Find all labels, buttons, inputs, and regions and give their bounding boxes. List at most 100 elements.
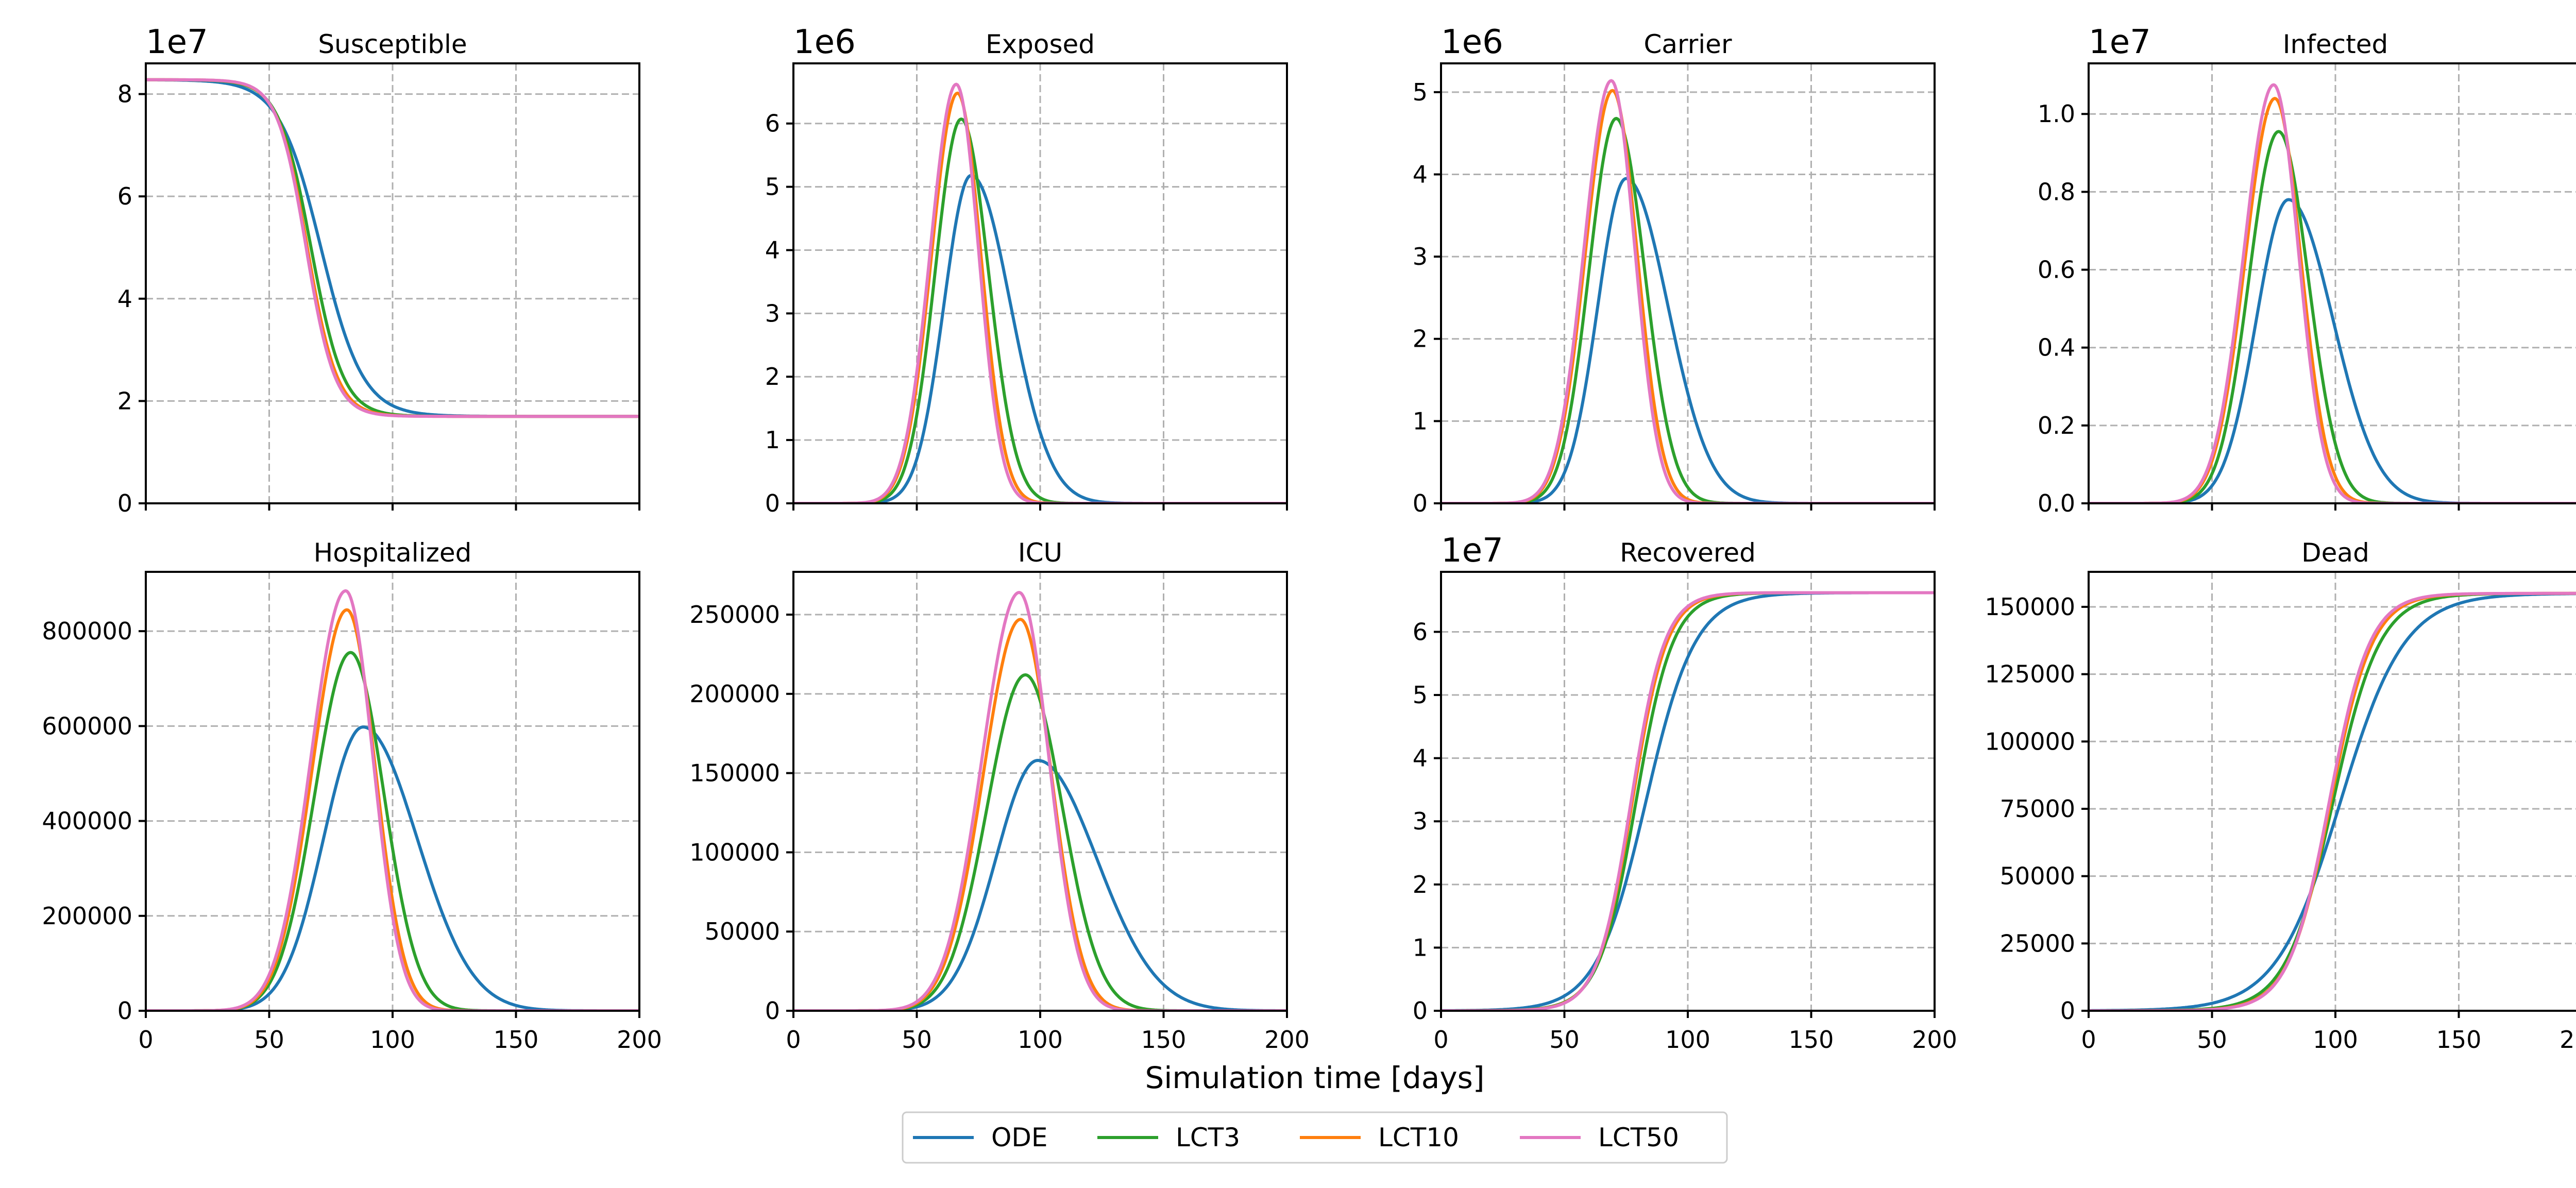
legend-label: LCT50 [1598, 1123, 1679, 1152]
panel-title: ICU [1018, 538, 1062, 568]
y-tick-label: 0.2 [2038, 412, 2075, 439]
y-tick-label: 4 [117, 285, 132, 313]
series-group [146, 78, 639, 418]
y-tick-label: 800000 [42, 617, 132, 645]
y-tick-label: 0.4 [2038, 334, 2075, 362]
y-tick-label: 3 [1413, 243, 1428, 270]
y-tick-label: 0 [1413, 997, 1428, 1025]
x-tick-label: 100 [370, 1026, 415, 1054]
panel-recovered: 0 1 2 3 4 5 6 0 50 100 150 200 Recovered 1e7 [1413, 532, 1957, 1054]
x-tick-label: 150 [2436, 1026, 2482, 1054]
y-tick-label: 50000 [2000, 862, 2075, 890]
y-tick-label: 0 [117, 489, 132, 517]
y-tick-label: 6 [117, 182, 132, 210]
axis-exponent-label: 1e7 [146, 23, 208, 61]
panel-infected: 0.0 0.2 0.4 0.6 0.8 1.0 Infected 1e7 [2038, 23, 2576, 517]
x-tick-label: 0 [2081, 1026, 2096, 1054]
y-tick-label: 0 [1413, 489, 1428, 517]
y-tick-label: 0 [765, 489, 780, 517]
y-tick-label: 150000 [1985, 593, 2075, 621]
y-tick-label: 2 [765, 363, 780, 391]
x-tick-label: 50 [2197, 1026, 2227, 1054]
y-tick-label: 0 [2060, 997, 2075, 1025]
x-tick-label: 100 [1018, 1026, 1063, 1054]
y-tick-label: 2 [1413, 325, 1428, 353]
legend-entry-lct10: LCT10 [1300, 1123, 1459, 1152]
axis-exponent-label: 1e7 [2089, 23, 2151, 61]
y-tick-label: 125000 [1985, 660, 2075, 688]
x-tick-label: 100 [1665, 1026, 1710, 1054]
y-tick-label: 3 [1413, 807, 1428, 835]
y-tick-label: 8 [117, 80, 132, 108]
legend-label: LCT10 [1378, 1123, 1459, 1152]
panel-title: Recovered [1620, 538, 1756, 568]
x-tick-label: 150 [1141, 1026, 1187, 1054]
panel-hospitalized: 0 200000 400000 600000 800000 0 50 100 150 200 Hos… [42, 538, 662, 1054]
series-line-ode [2089, 592, 2576, 1011]
grid [1440, 63, 1936, 504]
axis-exponent-label: 1e7 [1441, 532, 1503, 570]
panel-carrier: 0 1 2 3 4 5 Carrier 1e6 [1413, 23, 1936, 517]
series-line-lct50 [146, 78, 639, 418]
x-tick-label: 0 [138, 1026, 153, 1054]
axis-exponent-label: 1e6 [793, 23, 856, 61]
y-tick-label: 100000 [689, 838, 780, 866]
legend-label: ODE [991, 1123, 1047, 1152]
y-tick-label: 50000 [705, 918, 780, 945]
grid [792, 572, 1288, 1012]
legend: ODE LCT3 LCT10 LCT50 [902, 1111, 1728, 1164]
legend-entry-lct50: LCT50 [1520, 1123, 1679, 1152]
series-line-lct3 [2089, 591, 2576, 1011]
panel-icu: 0 50000 100000 150000 200000 250000 0 50 100 150 2… [689, 538, 1310, 1054]
x-tick-label: 200 [2560, 1026, 2576, 1054]
legend-entries: ODE LCT3 LCT10 LCT50 [913, 1123, 1679, 1152]
x-tick-label: 50 [1549, 1026, 1580, 1054]
grid [145, 63, 640, 504]
y-tick-label: 600000 [42, 712, 132, 740]
y-tick-label: 100000 [1985, 727, 2075, 755]
y-tick-label: 4 [1413, 160, 1428, 188]
y-tick-label: 400000 [42, 807, 132, 835]
x-tick-label: 150 [1789, 1026, 1834, 1054]
y-tick-label: 4 [765, 236, 780, 264]
y-tick-label: 2 [117, 387, 132, 415]
x-tick-label: 200 [617, 1026, 662, 1054]
series-line-lct10 [2089, 97, 2576, 503]
axis-exponent-label: 1e6 [1441, 23, 1503, 61]
y-tick-label: 1 [765, 426, 780, 454]
y-tick-label: 0 [765, 997, 780, 1025]
series-line-lct50 [146, 589, 639, 1011]
legend-entry-ode: ODE [913, 1123, 1047, 1152]
y-tick-label: 5 [1413, 78, 1428, 106]
panels: 0 2 4 6 8 Susceptible 1e7 0 1 2 3 4 5 6 Exposed 1e6 0 1 2 3… [42, 23, 2576, 1054]
panel-title: Infected [2283, 29, 2388, 59]
panel-exposed: 0 1 2 3 4 5 6 Exposed 1e6 [765, 23, 1288, 517]
panel-title: Dead [2301, 538, 2369, 568]
y-tick-label: 200000 [42, 902, 132, 930]
series-group [2089, 83, 2576, 503]
panel-susceptible: 0 2 4 6 8 Susceptible 1e7 [117, 23, 640, 517]
y-tick-label: 0.0 [2038, 489, 2075, 517]
panel-title: Hospitalized [314, 538, 472, 568]
panel-dead: 0 25000 50000 75000 100000 125000 150000 0 50 100… [1985, 538, 2576, 1054]
y-tick-label: 200000 [689, 680, 780, 708]
y-tick-label: 75000 [2000, 795, 2075, 823]
y-tick-label: 0.8 [2038, 178, 2075, 206]
y-tick-label: 5 [765, 173, 780, 201]
grid [1440, 572, 1936, 1012]
grid [145, 572, 640, 1012]
x-tick-label: 200 [1912, 1026, 1957, 1054]
y-tick-label: 150000 [689, 759, 780, 787]
y-tick-label: 25000 [2000, 929, 2075, 957]
series-line-lct50 [2089, 83, 2576, 503]
y-tick-label: 6 [1413, 618, 1428, 646]
x-axis-label: Simulation time [days] [1145, 1060, 1484, 1095]
panel-title: Exposed [986, 29, 1095, 59]
x-tick-label: 50 [902, 1026, 932, 1054]
y-tick-label: 1 [1413, 934, 1428, 961]
y-tick-label: 2 [1413, 871, 1428, 898]
x-tick-label: 100 [2313, 1026, 2358, 1054]
y-tick-label: 1.0 [2038, 100, 2075, 128]
series-line-lct50 [1441, 79, 1935, 503]
